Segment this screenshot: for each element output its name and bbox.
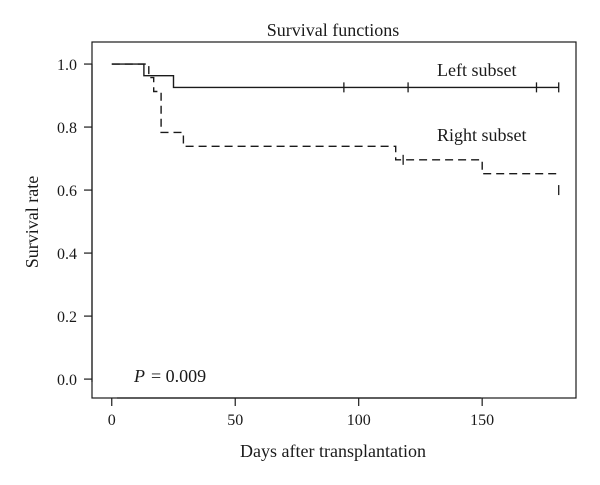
- survival-curves: [111, 63, 560, 196]
- plot-frame: [91, 41, 577, 399]
- x-tick-label: 150: [470, 412, 494, 429]
- right-subset-label: Right subset: [437, 125, 527, 145]
- x-ticks: 0 50 100 150: [108, 398, 494, 429]
- y-tick-label: 0.6: [57, 183, 77, 200]
- right-subset-curve: [111, 63, 559, 175]
- x-tick-label: 50: [227, 412, 243, 429]
- y-tick-label: 1.0: [57, 57, 77, 74]
- x-tick-label: 0: [108, 412, 116, 429]
- p-value: = 0.009: [151, 366, 206, 386]
- left-subset-label: Left subset: [437, 60, 516, 80]
- x-tick-label: 100: [347, 412, 371, 429]
- y-tick-label: 0.2: [57, 309, 77, 326]
- y-tick-label: 0.0: [57, 372, 77, 389]
- p-symbol: P: [133, 366, 145, 386]
- y-tick-label: 0.8: [57, 120, 77, 137]
- y-axis-label: Survival rate: [22, 176, 42, 268]
- y-ticks: 0.0 0.2 0.4 0.6 0.8 1.0: [57, 57, 92, 389]
- x-axis-label: Days after transplantation: [240, 441, 426, 461]
- y-tick-label: 0.4: [57, 246, 77, 263]
- chart-title: Survival functions: [267, 20, 400, 40]
- p-value-annotation: P = 0.009: [133, 366, 206, 386]
